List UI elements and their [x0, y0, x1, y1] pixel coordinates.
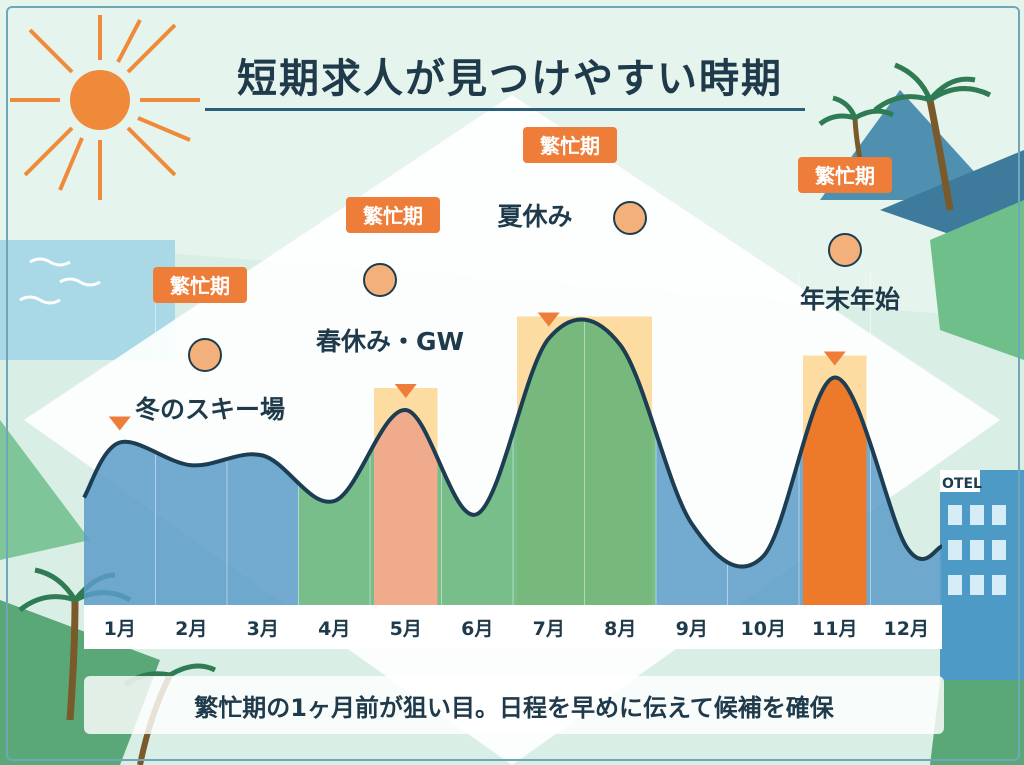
x-tick-label: 8月 [604, 618, 636, 640]
x-tick-label: 6月 [461, 618, 493, 640]
x-tick-label: 9月 [676, 618, 708, 640]
peak-label: 年末年始 [800, 285, 900, 314]
hotel-sign: OTEL [942, 476, 982, 492]
peak-label: 春休み・GW [316, 327, 464, 356]
peak-marker [108, 416, 131, 431]
x-tick-label: 3月 [247, 618, 279, 640]
peak-label: 夏休み [497, 202, 572, 231]
busy-tag [346, 197, 440, 233]
peak-marker [823, 351, 846, 366]
x-axis-bar [84, 605, 942, 649]
page-title: 短期求人が見つけやすい時期 [237, 56, 783, 102]
title-banner: 短期求人が見つけやすい時期 [190, 38, 830, 112]
sun-beach-umbrella-icon [613, 201, 647, 235]
hotel-building: OTEL [940, 470, 1024, 680]
hill-shape [930, 200, 1024, 360]
peak-marker [394, 384, 417, 398]
footer-banner: 繁忙期の1ヶ月前が狙い目。日程を早めに伝えて候補を確保 [84, 676, 944, 734]
bell-tree-icon [828, 233, 862, 267]
busy-tag-label: 繁忙期 [363, 204, 423, 228]
hill-shape [0, 420, 90, 560]
peak-label: 冬のスキー場 [135, 395, 285, 424]
busy-tag-label: 繁忙期 [170, 274, 230, 298]
busy-tag [798, 157, 892, 193]
cherry-blossom-handshake-icon [363, 263, 397, 297]
busy-tag-label: 繁忙期 [540, 134, 600, 158]
x-tick-label: 1月 [104, 618, 136, 640]
x-tick-label: 12月 [884, 618, 929, 640]
x-tick-label: 11月 [812, 618, 857, 640]
winter-zone [84, 441, 299, 605]
x-tick-label: 5月 [390, 618, 422, 640]
gondola-icon [188, 338, 222, 372]
x-tick-label: 2月 [175, 618, 207, 640]
busy-tag-label: 繁忙期 [815, 164, 875, 188]
x-tick-label: 10月 [741, 618, 786, 640]
title-underline [205, 108, 805, 111]
busy-tag [153, 267, 247, 303]
demand-curve [82, 317, 943, 569]
peak-marker [537, 312, 560, 327]
x-tick-label: 4月 [318, 618, 350, 640]
autumn-zone [656, 377, 942, 605]
palm-tree-icon [818, 62, 992, 211]
busy-tag [523, 127, 617, 163]
x-tick-label: 7月 [533, 618, 565, 640]
summer-zone [513, 319, 656, 605]
footer-caption: 繁忙期の1ヶ月前が狙い目。日程を早めに伝えて候補を確保 [194, 693, 834, 722]
sun-icon [10, 15, 200, 200]
